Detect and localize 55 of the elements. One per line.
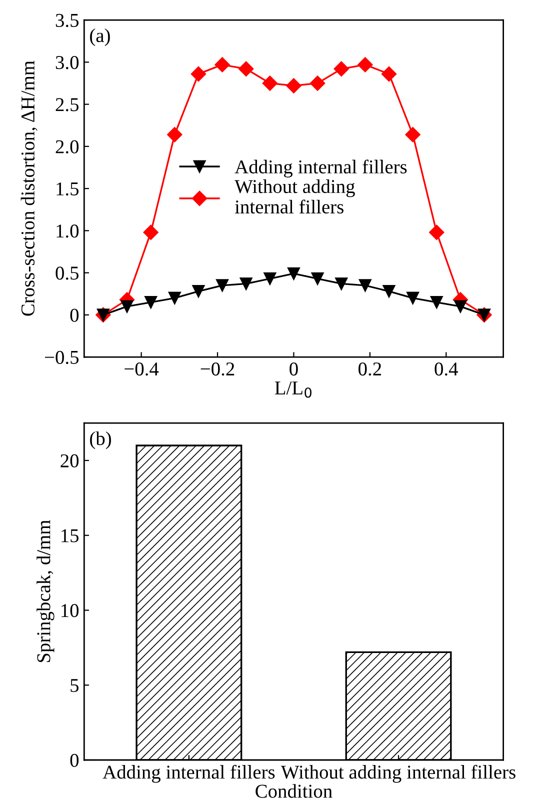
point <box>382 285 396 298</box>
point <box>262 76 278 91</box>
point <box>192 285 205 298</box>
x-axis-title: L/L$_{0}$ <box>274 382 312 398</box>
y-tick-label: 0.5 <box>56 266 79 280</box>
x-tick-label: 0.4 <box>434 362 458 376</box>
point <box>216 279 229 292</box>
point <box>264 272 276 285</box>
point <box>120 300 134 313</box>
point <box>334 61 349 76</box>
point <box>238 61 254 76</box>
y-axis-title: Springbcak, d/mm <box>36 520 54 662</box>
point <box>214 57 230 72</box>
y-tick-label: 15 <box>62 529 79 542</box>
y-tick-label: 2.5 <box>56 98 79 112</box>
point <box>240 277 252 290</box>
point <box>143 224 158 240</box>
point <box>381 66 397 82</box>
y-tick-label: 0 <box>70 754 79 767</box>
point <box>405 127 420 142</box>
annotation: (b) <box>90 431 111 450</box>
y-tick-label: 3.5 <box>56 14 79 28</box>
x-tick-label: 0 <box>290 362 298 376</box>
point <box>335 277 348 290</box>
point <box>168 292 181 304</box>
y-tick-label: 0 <box>70 308 79 322</box>
y-tick-label: 10 <box>62 604 79 618</box>
x-axis-title: Condition <box>256 784 332 798</box>
y-tick-label: −0.5 <box>44 350 79 364</box>
x-tick-label: −0.2 <box>200 362 234 376</box>
y-tick-label: 1.5 <box>56 182 79 196</box>
y-tick-label: 3.0 <box>56 56 79 70</box>
y-tick-label: 5 <box>70 679 79 692</box>
point <box>311 272 324 285</box>
point <box>430 296 443 309</box>
x-tick-label: −0.4 <box>124 362 159 376</box>
y-tick-label: 1.0 <box>56 224 79 238</box>
point <box>190 66 206 82</box>
legend-label: Adding internal fillers <box>234 160 407 178</box>
point <box>454 300 467 313</box>
legend-label: Without adding internal fillers <box>234 179 355 214</box>
point <box>358 279 372 292</box>
point <box>406 292 420 304</box>
point <box>429 224 444 240</box>
point <box>358 57 373 72</box>
y-tick-label: 20 <box>60 454 79 468</box>
point <box>167 127 182 142</box>
point <box>144 296 158 309</box>
annotation: (a) <box>90 28 110 46</box>
y-tick-label: 2.0 <box>56 140 79 154</box>
point <box>310 76 326 91</box>
point <box>286 78 302 94</box>
x-tick-label: 0.2 <box>358 362 382 376</box>
point <box>287 267 300 280</box>
y-axis-title: Cross-section distortion, ΔH/mm <box>20 60 38 316</box>
